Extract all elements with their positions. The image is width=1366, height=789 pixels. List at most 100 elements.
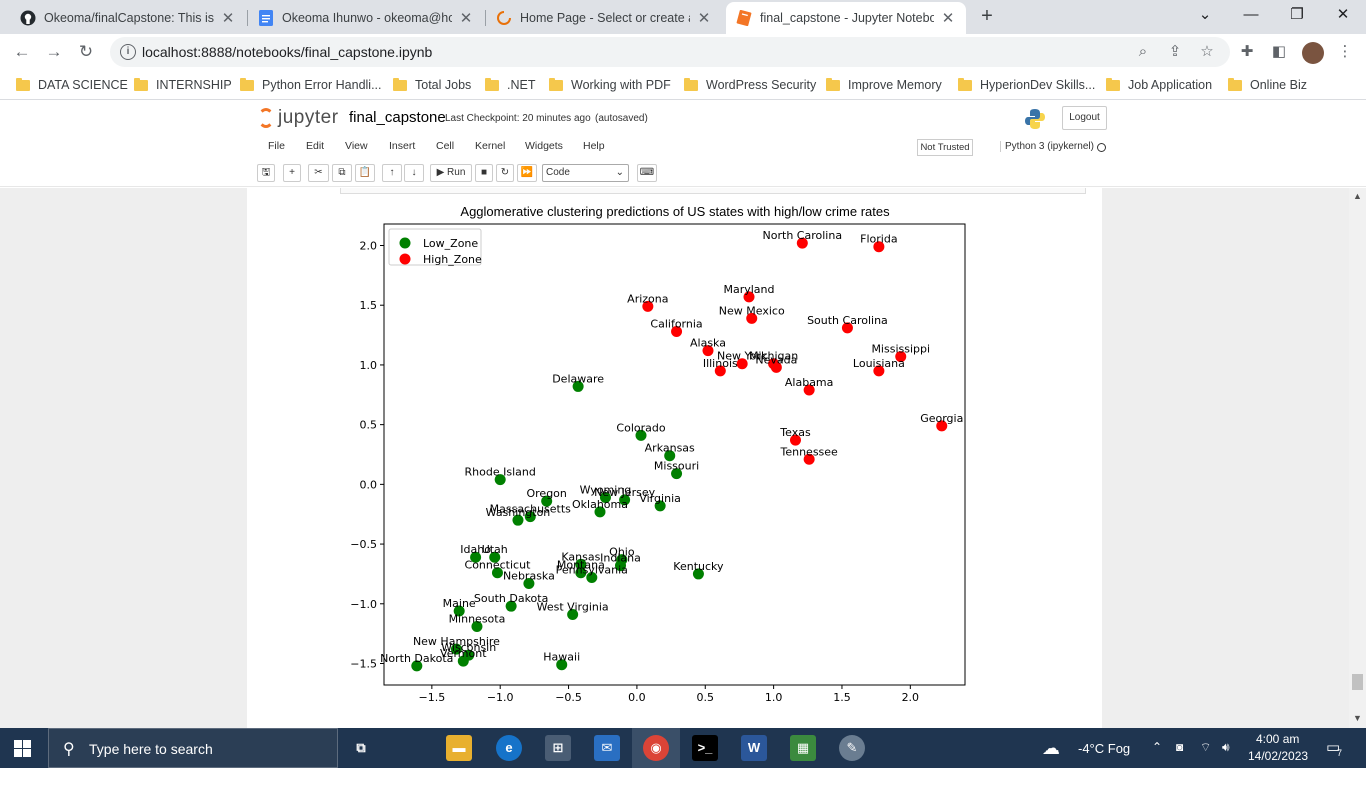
point-california [671,325,683,337]
chrome-icon[interactable]: ◉ [643,735,669,761]
close-tab-icon[interactable]: ✕ [459,10,473,27]
extensions-icon[interactable]: ✚ [1240,43,1254,60]
point-north-dakota [411,660,423,672]
menu-kebab-icon[interactable]: ⋮ [1337,43,1353,60]
tab-separator [485,10,486,26]
bookmark-folder[interactable]: Job Application [1106,76,1212,94]
x-tick-label: −1.5 [418,691,445,704]
notifications-icon[interactable]: ▭ [1326,739,1341,756]
save-icon[interactable]: 🖫 [257,164,275,182]
forward-arrow-icon[interactable]: → [45,42,63,61]
side-panel-icon[interactable]: ◧ [1271,43,1287,60]
scroll-down-icon[interactable]: ▼ [1353,713,1362,723]
close-tab-icon[interactable]: ✕ [697,10,711,27]
close-tab-icon[interactable]: ✕ [221,10,235,27]
keyboard-icon[interactable]: ⌨ [637,164,657,182]
menu-kernel[interactable]: Kernel [475,140,506,152]
x-tick-label: 2.0 [902,691,920,704]
paint-icon[interactable]: ✎ [839,735,865,761]
site-info-icon[interactable]: i [120,44,136,60]
bookmark-folder[interactable]: DATA SCIENCE [16,76,128,94]
taskbar-search[interactable]: ⚲ Type here to search [48,728,338,768]
sheets-icon[interactable]: ▦ [790,735,816,761]
windows-start-icon[interactable] [14,740,31,757]
camera-icon[interactable]: ◙ [1176,740,1184,754]
menu-cell[interactable]: Cell [436,140,455,152]
move-up-icon[interactable]: ↑ [382,164,402,182]
copy-icon[interactable]: ⧉ [332,164,352,182]
notebook-name[interactable]: final_capstone [349,109,446,126]
weather-icon[interactable]: ☁ [1042,738,1060,758]
tab-title: final_capstone - Jupyter Noteboo [760,11,934,25]
url-text[interactable]: localhost:8888/notebooks/final_capstone.… [142,44,433,60]
run-button[interactable]: ▶ Run [430,164,472,182]
bookmark-folder[interactable]: HyperionDev Skills... [958,76,1095,94]
paste-icon[interactable]: 📋 [355,164,375,182]
page-scrollbar[interactable]: ▲ ▼ [1349,188,1366,728]
menu-insert[interactable]: Insert [389,140,416,152]
zoom-icon[interactable]: ⌕ [1138,43,1148,60]
clock-time[interactable]: 4:00 am [1256,732,1300,746]
bookmark-folder[interactable]: .NET [485,76,535,94]
bookmark-folder[interactable]: Working with PDF [549,76,671,94]
logout-button[interactable]: Logout [1062,106,1107,130]
point-label: Nebraska [503,569,555,582]
mail-icon[interactable]: ✉ [594,735,620,761]
clock-date[interactable]: 14/02/2023 [1248,749,1309,763]
scroll-up-icon[interactable]: ▲ [1353,191,1362,201]
run-all-icon[interactable]: ⏩ [517,164,537,182]
close-window-button[interactable]: ✕ [1336,6,1350,23]
tab-search-icon[interactable]: ⌄ [1198,6,1212,23]
volume-icon[interactable]: 🔊︎ [1222,740,1230,754]
menu-help[interactable]: Help [583,140,605,152]
menu-file[interactable]: File [268,140,285,152]
trust-button[interactable]: Not Trusted [917,139,973,156]
edge-icon[interactable]: e [496,735,522,761]
legend-marker [399,237,411,249]
restore-button[interactable]: ❐ [1290,6,1304,23]
menu-edit[interactable]: Edit [306,140,325,152]
terminal-icon[interactable]: >_ [692,735,718,761]
menu-widgets[interactable]: Widgets [525,140,563,152]
task-view-icon[interactable]: ⧉ [356,740,366,755]
back-arrow-icon[interactable]: ← [13,42,31,61]
bookmark-folder[interactable]: INTERNSHIP [134,76,232,94]
bookmark-folder[interactable]: Online Biz [1228,76,1307,94]
bookmark-folder[interactable]: Python Error Handli... [240,76,382,94]
stop-icon[interactable]: ■ [475,164,493,182]
restart-icon[interactable]: ↻ [496,164,514,182]
bookmark-star-icon[interactable]: ☆ [1200,43,1214,60]
browser-tab-github[interactable]: Okeoma/finalCapstone: This is th ✕ [10,2,246,34]
bookmark-folder[interactable]: Improve Memory [826,76,942,94]
new-tab-button[interactable]: + [981,5,993,27]
browser-tab-jupyter[interactable]: final_capstone - Jupyter Noteboo ✕ [726,2,966,34]
kernel-name[interactable]: Python 3 (ipykernel) [1000,141,1094,152]
jupyter-logo[interactable]: jupyter [258,107,339,129]
bookmark-folder[interactable]: Total Jobs [393,76,471,94]
word-icon[interactable]: W [741,735,767,761]
share-icon[interactable]: ⇪ [1168,43,1182,60]
browser-tab-home[interactable]: Home Page - Select or create a n ✕ [486,2,722,34]
minimize-button[interactable]: — [1243,6,1259,23]
close-tab-icon[interactable]: ✕ [941,10,955,27]
cell-type-select[interactable]: Code ⌄ [542,164,629,182]
weather-text[interactable]: -4°C Fog [1078,741,1131,756]
scrollbar-thumb[interactable] [1352,674,1363,690]
wifi-icon[interactable]: ⌔ [1200,740,1212,754]
point-nebraska [523,577,535,589]
store-icon[interactable]: ⊞ [545,735,571,761]
move-down-icon[interactable]: ↓ [404,164,424,182]
cut-icon[interactable]: ✂ [308,164,329,182]
file-explorer-icon[interactable]: ▬ [446,735,472,761]
browser-tab-strip: Okeoma/finalCapstone: This is th ✕ Okeom… [0,0,1366,34]
browser-tab-outlook[interactable]: Okeoma Ihunwo - okeoma@hot ✕ [248,2,484,34]
previous-cell[interactable] [340,188,1086,194]
reload-icon[interactable]: ↻ [78,42,94,61]
profile-avatar[interactable] [1302,42,1324,64]
tray-chevron-icon[interactable]: ⌃ [1152,740,1163,754]
bookmark-folder[interactable]: WordPress Security [684,76,816,94]
point-label: Minnesota [449,612,506,625]
menu-view[interactable]: View [345,140,368,152]
insert-cell-icon[interactable]: + [283,164,301,182]
address-bar[interactable]: i localhost:8888/notebooks/final_capston… [110,37,1230,67]
